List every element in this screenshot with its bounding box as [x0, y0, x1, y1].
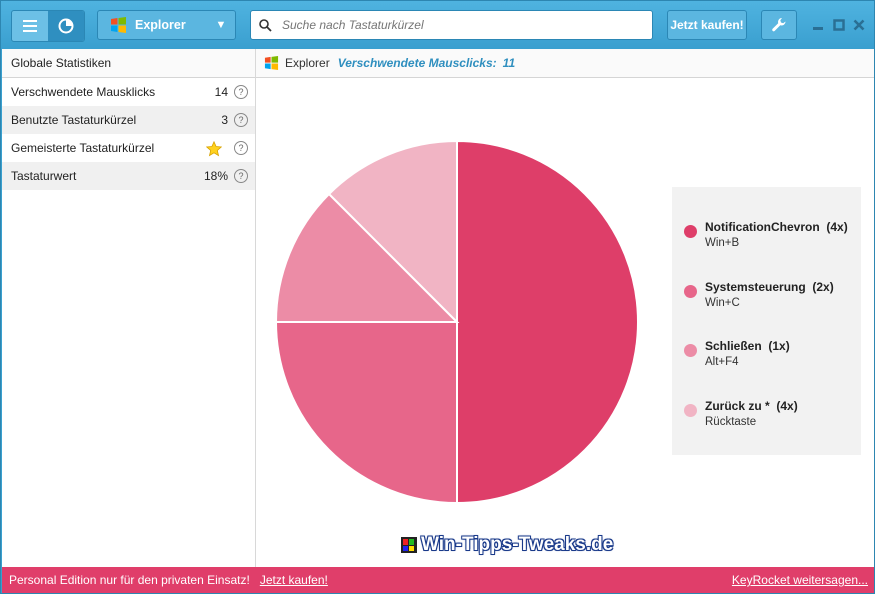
legend-swatch — [684, 285, 697, 298]
legend-shortcut: Rücktaste — [705, 416, 757, 428]
legend-count: (2x) — [812, 280, 834, 294]
breadcrumb-app: Explorer — [285, 56, 330, 70]
stat-label: Gemeisterte Tastaturkürzel — [11, 141, 155, 155]
pie-chart-icon — [58, 18, 74, 34]
toolbar: Explorer ▼ Jetzt kaufen! — [1, 1, 874, 49]
stat-row-wasted-clicks[interactable]: Verschwendete Mausklicks 14 ? — [2, 78, 255, 106]
legend-item[interactable]: Schließen (1x) Alt+F4 — [684, 339, 790, 368]
stat-row-used-shortcuts[interactable]: Benutzte Tastaturkürzel 3 ? — [2, 106, 255, 134]
help-icon[interactable]: ? — [234, 141, 248, 155]
legend-shortcut: Win+C — [705, 297, 740, 309]
watermark-text: Win-Tipps-Tweaks.de — [421, 534, 614, 555]
statistics-view-button[interactable] — [48, 11, 84, 41]
wrench-icon — [772, 18, 786, 32]
edition-notice: Personal Edition nur für den privaten Ei… — [9, 573, 250, 587]
close-button[interactable] — [852, 18, 866, 32]
breadcrumb-metric: Verschwendete Mausclicks: — [337, 56, 497, 70]
legend-shortcut: Alt+F4 — [705, 356, 739, 368]
maximize-icon — [833, 19, 845, 31]
search-icon — [259, 18, 272, 32]
pie-slice[interactable] — [456, 139, 639, 505]
legend-label: Systemsteuerung — [705, 280, 806, 294]
view-switcher — [11, 10, 85, 42]
breadcrumb-metric-value: 11 — [502, 56, 516, 70]
close-icon — [853, 19, 865, 31]
minimize-button[interactable] — [811, 18, 825, 32]
stat-row-keyboard-score[interactable]: Tastaturwert 18% ? — [2, 162, 255, 190]
statistics-panel: Explorer Verschwendete Mausclicks: 11 No… — [256, 49, 874, 567]
legend-swatch — [684, 344, 697, 357]
menu-button[interactable] — [12, 11, 48, 41]
footer-bar: Personal Edition nur für den privaten Ei… — [2, 567, 874, 593]
content-area: Globale Statistiken Verschwendete Mauskl… — [2, 49, 874, 567]
help-icon[interactable]: ? — [234, 85, 248, 99]
help-icon[interactable]: ? — [234, 113, 248, 127]
windows-logo-icon — [264, 56, 279, 70]
help-icon[interactable]: ? — [234, 169, 248, 183]
statistics-sidebar: Globale Statistiken Verschwendete Mauskl… — [2, 49, 256, 567]
menu-icon — [23, 20, 37, 32]
stat-label: Tastaturwert — [11, 169, 77, 183]
legend-item[interactable]: NotificationChevron (4x) Win+B — [684, 220, 848, 249]
pie-slice[interactable] — [274, 192, 460, 323]
windows-logo-icon — [111, 17, 126, 33]
legend-count: (4x) — [826, 220, 848, 234]
pie-slice[interactable] — [327, 139, 458, 325]
legend-swatch — [684, 404, 697, 417]
watermark-logo-icon — [401, 537, 417, 553]
buy-now-button[interactable]: Jetzt kaufen! — [667, 10, 747, 40]
pie-chart — [274, 139, 639, 505]
footer-buy-link[interactable]: Jetzt kaufen! — [259, 573, 328, 587]
stat-row-mastered-shortcuts[interactable]: Gemeisterte Tastaturkürzel ? — [2, 134, 255, 162]
pie-slice[interactable] — [274, 321, 458, 505]
chart-legend: NotificationChevron (4x) Win+B Systemste… — [672, 187, 861, 455]
legend-label: Zurück zu * — [705, 399, 770, 413]
legend-count: (4x) — [776, 399, 798, 413]
selected-app-label: Explorer — [135, 18, 186, 32]
application-selector[interactable]: Explorer ▼ — [97, 10, 236, 40]
star-icon — [205, 139, 223, 167]
legend-count: (1x) — [768, 339, 790, 353]
watermark: Win-Tipps-Tweaks.de — [401, 534, 613, 556]
stat-value: 3 — [221, 113, 228, 127]
chevron-down-icon: ▼ — [215, 19, 227, 31]
stat-value: 14 — [214, 85, 228, 99]
settings-button[interactable] — [761, 10, 797, 40]
minimize-icon — [813, 27, 823, 30]
stat-value: 18% — [203, 169, 228, 183]
legend-label: Schließen — [705, 339, 762, 353]
legend-shortcut: Win+B — [705, 237, 740, 249]
legend-swatch — [684, 225, 697, 238]
maximize-button[interactable] — [832, 18, 846, 32]
breadcrumb: Explorer Verschwendete Mausclicks: 11 — [256, 49, 874, 78]
stat-label: Benutzte Tastaturkürzel — [11, 113, 137, 127]
stat-label: Verschwendete Mausklicks — [11, 85, 156, 99]
sidebar-title: Globale Statistiken — [2, 49, 255, 78]
search-box — [250, 10, 653, 40]
share-link[interactable]: KeyRocket weitersagen... — [731, 573, 868, 587]
search-input[interactable] — [280, 17, 644, 33]
legend-label: NotificationChevron — [705, 220, 820, 234]
legend-item[interactable]: Systemsteuerung (2x) Win+C — [684, 280, 834, 309]
legend-item[interactable]: Zurück zu * (4x) Rücktaste — [684, 399, 798, 428]
